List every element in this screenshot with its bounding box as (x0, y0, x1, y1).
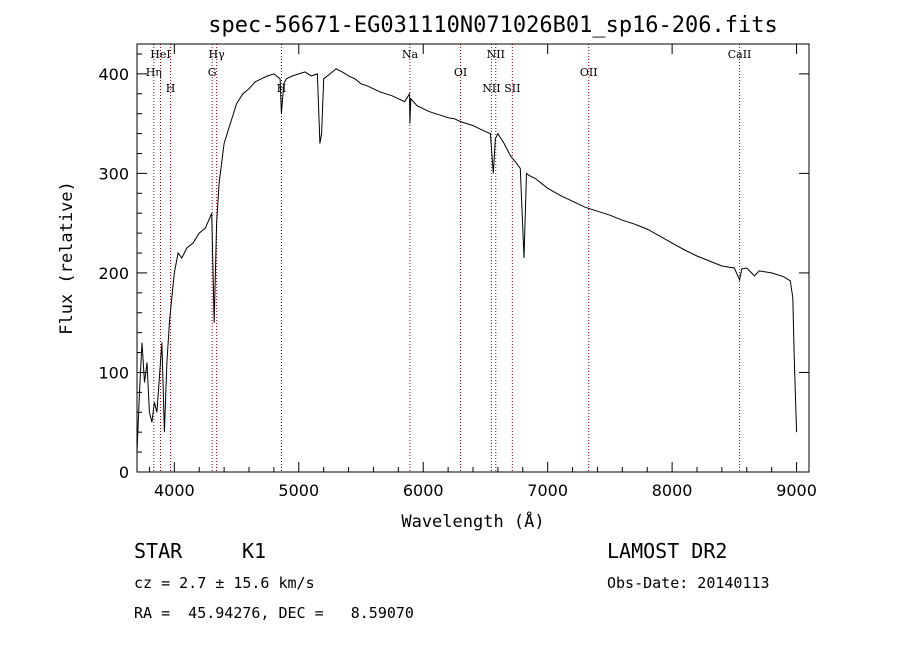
y-tick-label-1: 100 (98, 363, 129, 382)
spectrum-line (136, 68, 798, 453)
line-label-11: SII (504, 82, 520, 95)
chart-title: spec-56671-EG031110N071026B01_sp16-206.f… (208, 13, 778, 38)
x-tick-label-4: 8000 (652, 481, 693, 500)
x-tick-label-5: 9000 (776, 481, 817, 500)
line-label-10: OII (580, 66, 598, 79)
line-label-9: NII (487, 48, 505, 61)
line-label-2: H (166, 82, 176, 95)
line-label-1: Hη (146, 66, 162, 79)
y-tick-label-3: 300 (98, 164, 129, 183)
x-tick-label-1: 5000 (278, 481, 319, 500)
y-axis-ticks: 0 100 200 300 400 (98, 53, 809, 482)
observation-date: Obs-Date: 20140113 (607, 574, 770, 592)
spectral-line-markers: HeI Hη H Hγ G H Na OI NII NII OII SII CaII (146, 44, 752, 472)
line-label-12: CaII (728, 48, 752, 61)
x-tick-label-2: 6000 (403, 481, 444, 500)
coordinates: RA = 45.94276, DEC = 8.59070 (134, 604, 414, 622)
survey-name: LAMOST DR2 (607, 539, 728, 563)
y-tick-label-0: 0 (119, 463, 129, 482)
plot-frame (136, 43, 810, 473)
line-label-6: Na (402, 48, 419, 61)
y-tick-label-4: 400 (98, 65, 129, 84)
y-tick-label-2: 200 (98, 264, 129, 283)
x-axis-ticks: 4000 5000 6000 7000 8000 9000 (148, 44, 817, 500)
redshift-velocity: cz = 2.7 ± 15.6 km/s (134, 574, 315, 592)
line-label-4: G (208, 66, 217, 79)
x-tick-label-3: 7000 (527, 481, 568, 500)
line-label-7: OI (454, 66, 467, 79)
line-label-5: H (277, 82, 287, 95)
x-tick-label-0: 4000 (154, 481, 195, 500)
line-label-3: Hγ (209, 48, 226, 61)
object-subclass: K1 (242, 539, 267, 563)
y-axis-label: Flux (relative) (57, 181, 77, 335)
line-label-8: NII (482, 82, 500, 95)
line-label-0: HeI (150, 48, 170, 61)
x-axis-label: Wavelength (Å) (401, 510, 544, 532)
object-class: STAR (134, 539, 183, 563)
